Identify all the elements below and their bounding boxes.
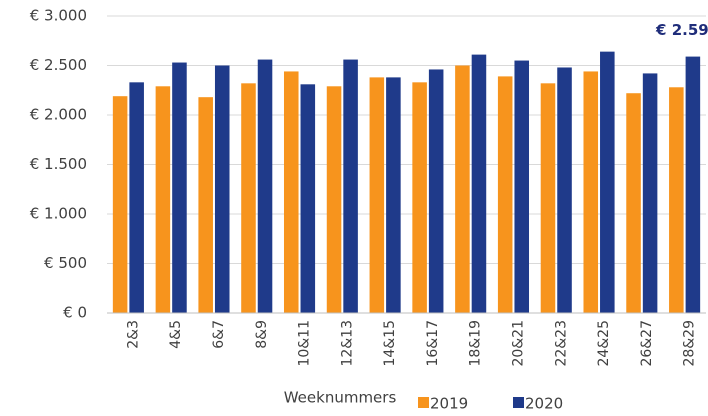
bar (685, 56, 701, 314)
bar (155, 86, 171, 313)
x-tick-label: 22&23 (553, 320, 569, 367)
bar (198, 97, 213, 314)
x-tick-label: 28&29 (682, 320, 698, 367)
x-tick-label: 20&21 (510, 320, 526, 367)
x-tick-label: 16&17 (425, 320, 441, 367)
bar (412, 82, 427, 313)
y-tick-label: € 500 (44, 254, 87, 272)
bar (386, 77, 401, 313)
y-tick-label: € 3.000 (30, 7, 87, 25)
y-tick-label: € 2.500 (30, 56, 87, 74)
legend-label: 2019 (430, 395, 468, 413)
bar (129, 82, 144, 313)
data-label: € 2.590 (655, 21, 708, 39)
x-tick-label: 4&5 (168, 320, 184, 349)
bar (583, 71, 599, 313)
bar (257, 59, 273, 314)
bar (514, 60, 530, 313)
bar (557, 67, 572, 313)
bar (471, 54, 487, 314)
y-tick-label: € 1.500 (30, 155, 87, 173)
legend-label: 2020 (525, 395, 563, 413)
legend-swatch (513, 397, 524, 408)
x-tick-label: 18&19 (468, 320, 484, 367)
bar (326, 86, 342, 313)
bar (428, 69, 444, 314)
x-tick-label: 12&13 (339, 320, 355, 367)
x-tick-label: 8&9 (254, 320, 270, 349)
y-tick-label: € 1.000 (30, 205, 87, 223)
bar (300, 84, 316, 313)
bar (540, 83, 556, 313)
bar (241, 83, 256, 313)
y-tick-label: € 0 (63, 304, 87, 322)
x-tick-label: 26&27 (639, 320, 655, 367)
y-tick-label: € 2.000 (30, 106, 87, 124)
x-tick-label: 6&7 (211, 320, 227, 349)
bar (214, 65, 230, 313)
legend-swatch (418, 397, 429, 408)
bar (497, 76, 513, 313)
x-tick-label: 10&11 (297, 320, 313, 367)
bar (600, 51, 615, 313)
bar (112, 96, 128, 313)
bar (369, 77, 385, 313)
bar (455, 65, 470, 313)
bar (283, 71, 299, 313)
bar (626, 93, 641, 313)
bar (343, 59, 358, 314)
bar (642, 73, 658, 313)
bar (172, 62, 187, 313)
bar (669, 87, 684, 313)
x-tick-label: 24&25 (596, 320, 612, 367)
x-axis-title: Weeknummers (284, 389, 397, 407)
x-tick-label: 14&15 (382, 320, 398, 367)
x-tick-label: 2&3 (125, 320, 141, 349)
